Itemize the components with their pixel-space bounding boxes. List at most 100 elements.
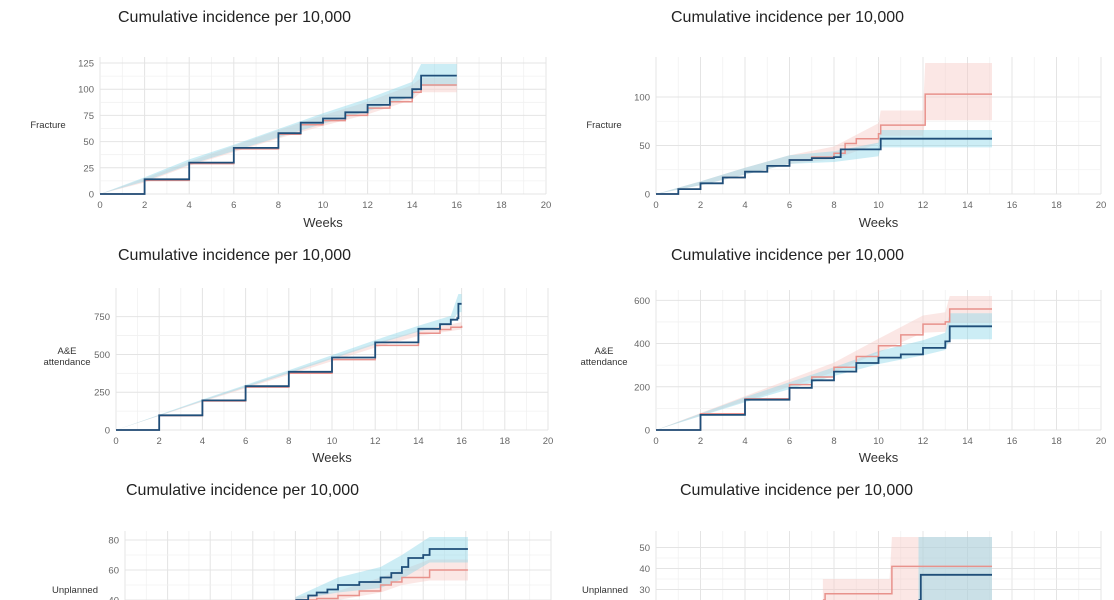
x-tick-label: 18 — [1051, 436, 1062, 447]
x-tick-label: 4 — [187, 200, 192, 211]
x-tick-label: 2 — [142, 200, 147, 211]
y-tick-label: 750 — [94, 312, 110, 323]
x-axis-label: Weeks — [859, 215, 899, 230]
x-tick-label: 10 — [873, 436, 884, 447]
y-tick-label: 0 — [645, 190, 650, 201]
x-tick-label: 10 — [318, 200, 329, 211]
y-tick-label: 200 — [634, 382, 650, 393]
y-axis-label: Fracture — [30, 120, 65, 131]
y-axis-label: A&E attendance — [43, 346, 90, 368]
x-tick-label: 16 — [1007, 436, 1018, 447]
x-tick-label: 18 — [496, 200, 507, 211]
y-tick-label: 30 — [639, 585, 650, 596]
y-tick-label: 0 — [105, 426, 110, 437]
x-tick-label: 14 — [407, 200, 418, 211]
x-tick-label: 20 — [1096, 436, 1107, 447]
x-axis-label: Weeks — [859, 450, 899, 465]
y-tick-label: 400 — [634, 339, 650, 350]
x-tick-label: 8 — [831, 436, 836, 447]
y-axis-label: A&E attendance — [580, 346, 627, 368]
x-tick-label: 20 — [1096, 200, 1107, 211]
confidence-band — [656, 313, 992, 430]
x-tick-label: 0 — [97, 200, 102, 211]
series-line — [822, 565, 992, 600]
x-tick-label: 2 — [157, 436, 162, 447]
x-tick-label: 18 — [1051, 200, 1062, 211]
y-tick-label: 25 — [83, 163, 94, 174]
chart-title: Cumulative incidence per 10,000 — [126, 482, 359, 499]
x-tick-label: 14 — [962, 436, 973, 447]
x-tick-label: 14 — [413, 436, 424, 447]
y-tick-label: 40 — [108, 596, 119, 600]
y-axis-label: Fracture — [586, 120, 621, 131]
x-tick-label: 12 — [918, 436, 929, 447]
chart-title: Cumulative incidence per 10,000 — [118, 9, 351, 26]
series-line — [656, 137, 992, 195]
plot-area — [295, 537, 468, 600]
chart-panel-3: Cumulative incidence per 10,000 0 250 500 75… — [43, 247, 553, 465]
confidence-band — [656, 63, 992, 194]
chart-panel-4: Cumulative incidence per 10,000020040060… — [580, 247, 1106, 465]
x-tick-label: 2 — [698, 200, 703, 211]
chart-panel-1: Cumulative incidence per 10,000 0 25 50 75 10… — [30, 9, 551, 230]
x-tick-label: 12 — [918, 200, 929, 211]
confidence-band — [822, 537, 992, 600]
y-tick-label: 250 — [94, 388, 110, 399]
y-axis-label: Unplanned — [52, 585, 98, 596]
confidence-band — [918, 537, 992, 600]
x-tick-label: 6 — [787, 200, 792, 211]
y-tick-label: 0 — [645, 426, 650, 437]
chart-title: Cumulative incidence per 10,000 — [118, 247, 351, 264]
series-line — [295, 569, 468, 600]
x-tick-label: 16 — [1007, 200, 1018, 211]
series-line — [100, 74, 457, 195]
x-tick-label: 6 — [231, 200, 236, 211]
confidence-band — [656, 130, 992, 194]
plot-area — [822, 537, 992, 600]
x-tick-label: 16 — [456, 436, 467, 447]
x-tick-label: 14 — [962, 200, 973, 211]
chart-panel-6: Cumulative incidence per 10,000 30 40 50 Unp… — [582, 482, 1102, 600]
x-tick-label: 0 — [113, 436, 118, 447]
series-line — [656, 325, 992, 431]
y-tick-label: 500 — [94, 350, 110, 361]
y-tick-label: 50 — [639, 141, 650, 152]
plot-area — [656, 296, 992, 431]
x-tick-label: 4 — [742, 200, 747, 211]
y-tick-label: 75 — [83, 111, 94, 122]
chart-title: Cumulative incidence per 10,000 — [671, 247, 904, 264]
x-tick-label: 0 — [653, 436, 658, 447]
y-tick-label: 50 — [83, 137, 94, 148]
x-tick-label: 10 — [327, 436, 338, 447]
x-tick-label: 16 — [452, 200, 463, 211]
x-tick-label: 8 — [831, 200, 836, 211]
x-axis-label: Weeks — [312, 450, 352, 465]
x-axis-label: Weeks — [303, 215, 343, 230]
x-tick-label: 0 — [653, 200, 658, 211]
series-line — [295, 548, 468, 600]
y-axis-label: Unplanned — [582, 585, 628, 596]
x-tick-label: 8 — [276, 200, 281, 211]
x-tick-label: 12 — [370, 436, 381, 447]
y-tick-label: 100 — [78, 85, 94, 96]
series-line — [116, 302, 462, 431]
x-tick-label: 4 — [200, 436, 205, 447]
y-tick-label: 0 — [89, 190, 94, 201]
y-tick-label: 50 — [639, 543, 650, 554]
x-tick-label: 20 — [543, 436, 554, 447]
x-tick-label: 12 — [362, 200, 373, 211]
y-tick-label: 40 — [639, 564, 650, 575]
x-tick-label: 2 — [698, 436, 703, 447]
confidence-band — [100, 64, 457, 194]
y-tick-label: 100 — [634, 92, 650, 103]
plot-area — [100, 64, 457, 195]
x-tick-label: 6 — [243, 436, 248, 447]
y-tick-label: 60 — [108, 566, 119, 577]
y-tick-label: 125 — [78, 59, 94, 70]
chart-title: Cumulative incidence per 10,000 — [680, 482, 913, 499]
chart-title: Cumulative incidence per 10,000 — [671, 9, 904, 26]
x-tick-label: 8 — [286, 436, 291, 447]
y-tick-label: 600 — [634, 296, 650, 307]
y-tick-label: 80 — [108, 536, 119, 547]
plot-area — [656, 63, 992, 195]
